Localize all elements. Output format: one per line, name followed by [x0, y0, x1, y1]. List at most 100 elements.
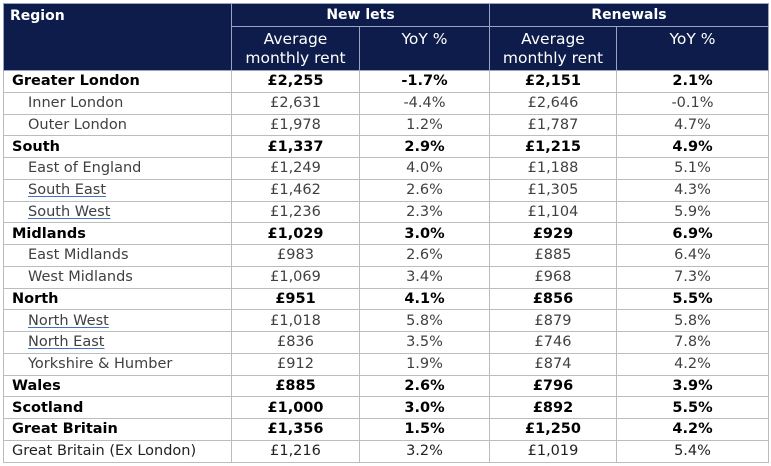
table-row: Great Britain £1,356 1.5% £1,250 4.2% [3, 418, 769, 441]
table-row: East of England £1,249 4.0% £1,188 5.1% [3, 157, 769, 180]
region-label: South West [28, 203, 111, 220]
renewals-rent-cell: £1,787 [489, 113, 617, 137]
new-lets-rent-cell: £1,029 [231, 222, 360, 245]
table-body: Greater London £2,255 -1.7% £2,151 2.1% Inner… [3, 70, 769, 463]
table-row: South £1,337 2.9% £1,215 4.9% [3, 135, 769, 158]
region-cell: Great Britain (Ex London) [3, 439, 232, 463]
region-label: South East [28, 182, 107, 199]
region-cell: South East [3, 178, 232, 202]
region-label: North East [28, 334, 105, 351]
renewals-rent-cell: £1,019 [489, 439, 617, 463]
renewals-yoy-cell: 4.2% [616, 352, 769, 376]
new-lets-rent-cell: £2,631 [231, 91, 360, 115]
new-lets-yoy-cell: 1.9% [359, 352, 490, 376]
renewals-yoy-header: YoY % [616, 26, 769, 71]
table-row: South East £1,462 2.6% £1,305 4.3% [3, 178, 769, 202]
region-label: Scotland [12, 399, 84, 416]
table-row: North £951 4.1% £856 5.5% [3, 287, 769, 311]
new-lets-rent-cell: £912 [231, 352, 360, 376]
new-lets-yoy-cell: -1.7% [359, 70, 490, 93]
new-lets-rent-cell: £1,236 [231, 200, 360, 224]
region-cell: Scotland [3, 396, 232, 419]
renewals-rent-cell: £2,151 [489, 70, 617, 93]
table-row: North East £836 3.5% £746 7.8% [3, 331, 769, 354]
new-lets-rent-cell: £1,356 [231, 418, 360, 441]
new-lets-yoy-cell: 2.9% [359, 135, 490, 158]
region-label: East Midlands [28, 247, 129, 264]
renewals-rent-cell: £892 [489, 396, 617, 419]
renewals-rent-cell: £885 [489, 244, 617, 267]
region-label: Outer London [28, 116, 127, 133]
renewals-avg-rent-header: Average monthly rent [489, 26, 617, 71]
region-cell: North East [3, 331, 232, 354]
table-row: West Midlands £1,069 3.4% £968 7.3% [3, 265, 769, 289]
new-lets-yoy-cell: -4.4% [359, 91, 490, 115]
renewals-yoy-cell: -0.1% [616, 91, 769, 115]
region-label: Wales [12, 377, 61, 394]
new-lets-yoy-cell: 2.6% [359, 244, 490, 267]
rent-table: Region New lets Renewals Average monthly… [3, 3, 769, 463]
new-lets-yoy-cell: 3.2% [359, 439, 490, 463]
new-lets-rent-cell: £885 [231, 374, 360, 398]
renewals-yoy-cell: 4.9% [616, 135, 769, 158]
new-lets-yoy-cell: 3.0% [359, 396, 490, 419]
new-lets-yoy-cell: 2.3% [359, 200, 490, 224]
new-lets-rent-cell: £1,216 [231, 439, 360, 463]
renewals-yoy-cell: 3.9% [616, 374, 769, 398]
table-row: Wales £885 2.6% £796 3.9% [3, 374, 769, 398]
new-lets-rent-cell: £1,249 [231, 157, 360, 180]
region-cell: Greater London [3, 70, 232, 93]
region-cell: East of England [3, 157, 232, 180]
region-cell: West Midlands [3, 265, 232, 289]
new-lets-rent-cell: £951 [231, 287, 360, 311]
new-lets-yoy-cell: 3.0% [359, 222, 490, 245]
region-label: Greater London [12, 73, 140, 90]
new-lets-yoy-cell: 2.6% [359, 374, 490, 398]
renewals-yoy-cell: 5.4% [616, 439, 769, 463]
region-label: North [12, 290, 59, 307]
renewals-rent-cell: £874 [489, 352, 617, 376]
table-row: Midlands £1,029 3.0% £929 6.9% [3, 222, 769, 245]
renewals-yoy-cell: 5.8% [616, 309, 769, 332]
region-label: North West [28, 312, 109, 329]
renewals-rent-cell: £968 [489, 265, 617, 289]
region-label: Yorkshire & Humber [28, 356, 173, 373]
region-cell: Inner London [3, 91, 232, 115]
region-cell: Yorkshire & Humber [3, 352, 232, 376]
table-row: North West £1,018 5.8% £879 5.8% [3, 309, 769, 332]
region-label: South [12, 138, 60, 155]
new-lets-yoy-cell: 2.6% [359, 178, 490, 202]
table-row: South West £1,236 2.3% £1,104 5.9% [3, 200, 769, 224]
table-row: Greater London £2,255 -1.7% £2,151 2.1% [3, 70, 769, 93]
new-lets-rent-cell: £2,255 [231, 70, 360, 93]
new-lets-yoy-cell: 5.8% [359, 309, 490, 332]
region-label: Great Britain (Ex London) [12, 443, 197, 460]
region-cell: North West [3, 309, 232, 332]
table-row: East Midlands £983 2.6% £885 6.4% [3, 244, 769, 267]
new-lets-yoy-cell: 3.4% [359, 265, 490, 289]
region-cell: Great Britain [3, 418, 232, 441]
renewals-yoy-cell: 4.2% [616, 418, 769, 441]
renewals-rent-cell: £1,305 [489, 178, 617, 202]
table-row: Inner London £2,631 -4.4% £2,646 -0.1% [3, 91, 769, 115]
renewals-yoy-cell: 6.9% [616, 222, 769, 245]
new-lets-rent-cell: £1,018 [231, 309, 360, 332]
new-lets-yoy-cell: 1.5% [359, 418, 490, 441]
new-lets-rent-cell: £1,337 [231, 135, 360, 158]
new-lets-rent-cell: £836 [231, 331, 360, 354]
region-label: Great Britain [12, 421, 118, 438]
region-cell: Wales [3, 374, 232, 398]
new-lets-yoy-cell: 4.0% [359, 157, 490, 180]
new-lets-rent-cell: £1,462 [231, 178, 360, 202]
region-cell: Midlands [3, 222, 232, 245]
renewals-yoy-cell: 4.7% [616, 113, 769, 137]
renewals-yoy-cell: 5.5% [616, 287, 769, 311]
new-lets-rent-cell: £1,978 [231, 113, 360, 137]
table-header: Region New lets Renewals Average monthly… [3, 3, 769, 71]
renewals-yoy-cell: 2.1% [616, 70, 769, 93]
renewals-rent-cell: £1,188 [489, 157, 617, 180]
table-row: Yorkshire & Humber £912 1.9% £874 4.2% [3, 352, 769, 376]
region-cell: East Midlands [3, 244, 232, 267]
header-line: Average [263, 29, 328, 48]
new-lets-rent-cell: £983 [231, 244, 360, 267]
